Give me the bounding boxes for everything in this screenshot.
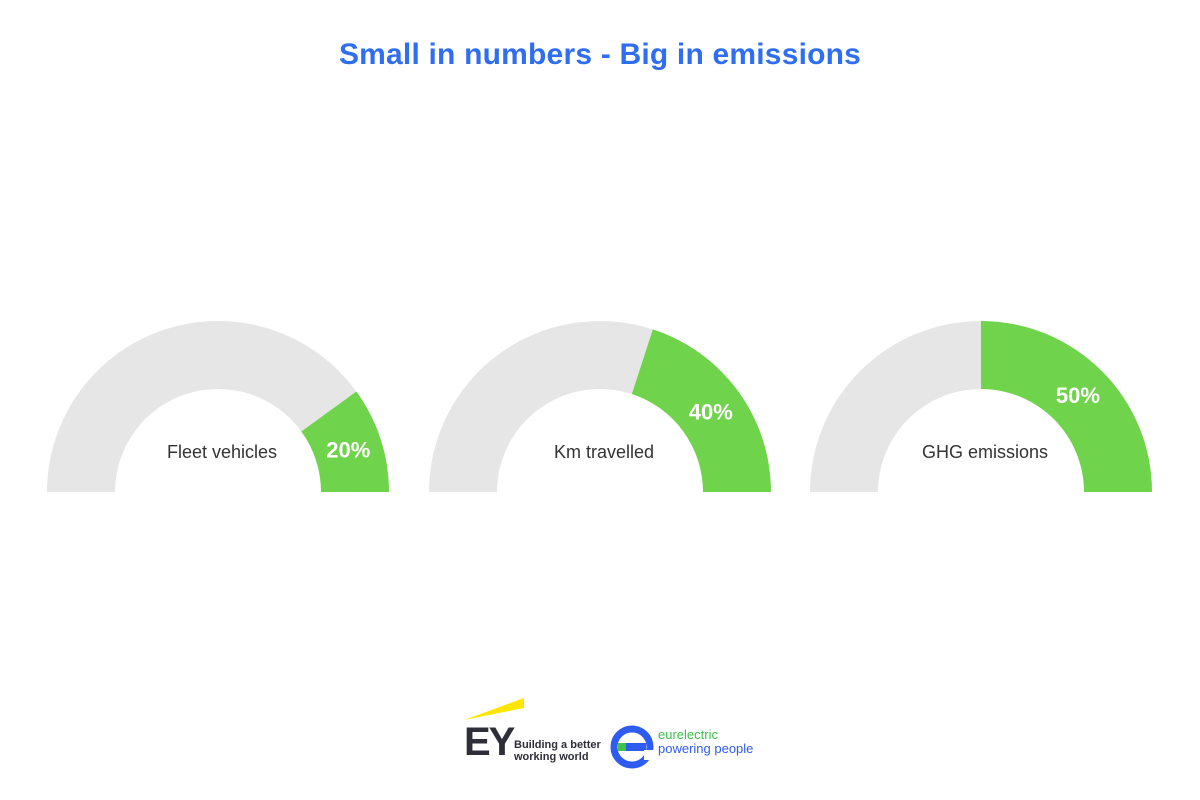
gauge-fill-3 [981, 321, 1152, 492]
chart-title: Small in numbers - Big in emissions [338, 38, 862, 71]
gauge-value-label-1: 20% [326, 438, 370, 463]
ey-tagline-line1: Building a better [514, 739, 601, 751]
gauge-value-label-2: 40% [689, 399, 733, 424]
gauge-category-label-1: Fleet vehicles [167, 442, 277, 462]
ey-letters: EY [464, 720, 515, 764]
gauge-category-label-3: GHG emissions [922, 442, 1048, 462]
gauge-fill-1 [301, 391, 389, 492]
eurelectric-name: eurelectric [658, 727, 718, 742]
eurelectric-tagline: powering people [658, 741, 754, 756]
gauge-value-label-3: 50% [1056, 383, 1100, 408]
logo-footer: EY Building a better working world eurel… [462, 696, 772, 776]
eurelectric-e-icon [610, 725, 654, 769]
ey-tagline-line2: working world [514, 751, 589, 763]
gauge-track-1 [47, 321, 357, 492]
gauge-fill-2 [631, 329, 771, 492]
gauge-category-label-2: Km travelled [554, 442, 654, 462]
ey-logo: EY Building a better working world [462, 696, 602, 776]
ey-tagline: Building a better working world [514, 739, 604, 763]
ey-beam-icon [464, 698, 524, 720]
eurelectric-logo: eurelectric powering people [610, 724, 770, 774]
gauge-track-2 [429, 321, 653, 492]
gauge-track-3 [810, 321, 981, 492]
